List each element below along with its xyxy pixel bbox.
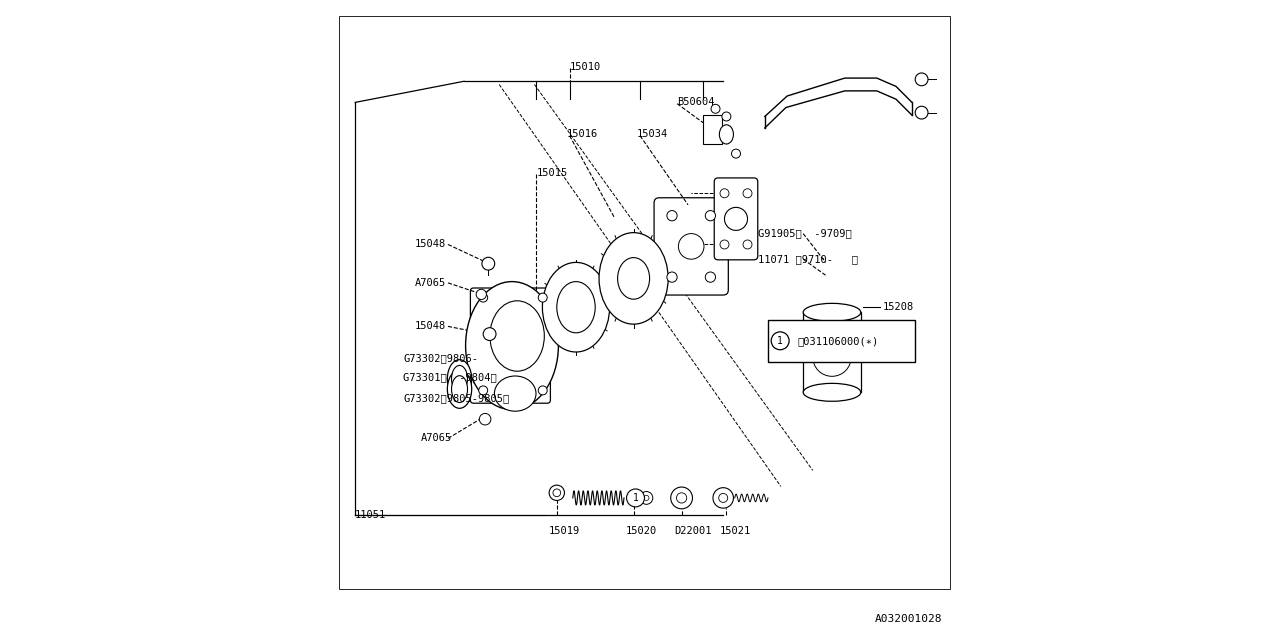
Circle shape (479, 386, 488, 395)
Circle shape (742, 189, 753, 198)
Text: 15020: 15020 (626, 526, 657, 536)
Circle shape (719, 189, 730, 198)
Text: 15021: 15021 (719, 526, 751, 536)
Circle shape (644, 495, 649, 500)
FancyBboxPatch shape (768, 320, 915, 362)
Bar (804, 312, 861, 392)
Circle shape (719, 493, 728, 502)
Ellipse shape (447, 360, 472, 398)
Text: A7065: A7065 (415, 278, 445, 288)
Ellipse shape (490, 301, 544, 371)
Circle shape (484, 328, 497, 340)
Circle shape (667, 211, 677, 221)
Ellipse shape (447, 370, 472, 408)
Circle shape (771, 332, 788, 349)
Text: 15019: 15019 (549, 526, 580, 536)
Circle shape (640, 492, 653, 504)
Ellipse shape (804, 303, 861, 321)
Bar (703, 115, 722, 144)
Text: A7065: A7065 (421, 433, 452, 444)
Text: Ⓦ031106000(∗): Ⓦ031106000(∗) (797, 336, 878, 346)
Circle shape (915, 73, 928, 86)
Text: 1: 1 (777, 336, 783, 346)
FancyBboxPatch shape (471, 288, 550, 403)
Text: 15015: 15015 (536, 168, 567, 178)
Text: G91905（  -9709）: G91905（ -9709） (759, 228, 852, 239)
Circle shape (476, 289, 486, 300)
Text: 15010: 15010 (570, 62, 600, 72)
Text: A032001028: A032001028 (874, 614, 942, 624)
Circle shape (539, 386, 548, 395)
Text: B50604: B50604 (677, 97, 714, 108)
Circle shape (722, 112, 731, 121)
Text: 15048: 15048 (415, 321, 445, 332)
Circle shape (915, 106, 928, 119)
Text: G73302（9806-: G73302（9806- (403, 353, 479, 364)
Ellipse shape (452, 365, 467, 392)
Circle shape (813, 338, 851, 376)
Circle shape (671, 487, 692, 509)
Text: 15208: 15208 (883, 302, 914, 312)
Ellipse shape (557, 282, 595, 333)
Circle shape (724, 207, 748, 230)
Text: 1: 1 (632, 493, 639, 503)
FancyBboxPatch shape (714, 178, 758, 260)
Circle shape (549, 485, 564, 500)
Ellipse shape (719, 125, 733, 144)
Circle shape (719, 240, 730, 249)
Circle shape (742, 240, 753, 249)
Ellipse shape (804, 383, 861, 401)
Circle shape (712, 104, 719, 113)
Ellipse shape (543, 262, 609, 352)
Circle shape (479, 293, 488, 302)
Text: G73301（  -9804）: G73301（ -9804） (403, 372, 497, 383)
Circle shape (818, 343, 846, 371)
Text: 15016: 15016 (566, 129, 598, 140)
Ellipse shape (494, 376, 536, 412)
Text: D22001: D22001 (675, 526, 712, 536)
Bar (339, 16, 950, 589)
Circle shape (705, 211, 716, 221)
Circle shape (732, 149, 740, 158)
Circle shape (676, 493, 686, 503)
Circle shape (483, 257, 494, 270)
Circle shape (539, 293, 548, 302)
Circle shape (627, 489, 645, 507)
Circle shape (553, 489, 561, 497)
Text: 15048: 15048 (415, 239, 445, 250)
Ellipse shape (618, 258, 650, 300)
Ellipse shape (599, 233, 668, 324)
Circle shape (713, 488, 733, 508)
Text: 11051: 11051 (356, 510, 387, 520)
Text: G73302（9805-9805）: G73302（9805-9805） (403, 393, 509, 403)
Circle shape (678, 234, 704, 259)
Ellipse shape (466, 282, 558, 410)
Circle shape (705, 272, 716, 282)
Text: 11071 （9710-   ）: 11071 （9710- ） (759, 254, 859, 264)
Circle shape (480, 413, 492, 425)
Circle shape (667, 272, 677, 282)
FancyBboxPatch shape (654, 198, 728, 295)
Ellipse shape (452, 376, 467, 403)
Text: 15034: 15034 (637, 129, 668, 140)
